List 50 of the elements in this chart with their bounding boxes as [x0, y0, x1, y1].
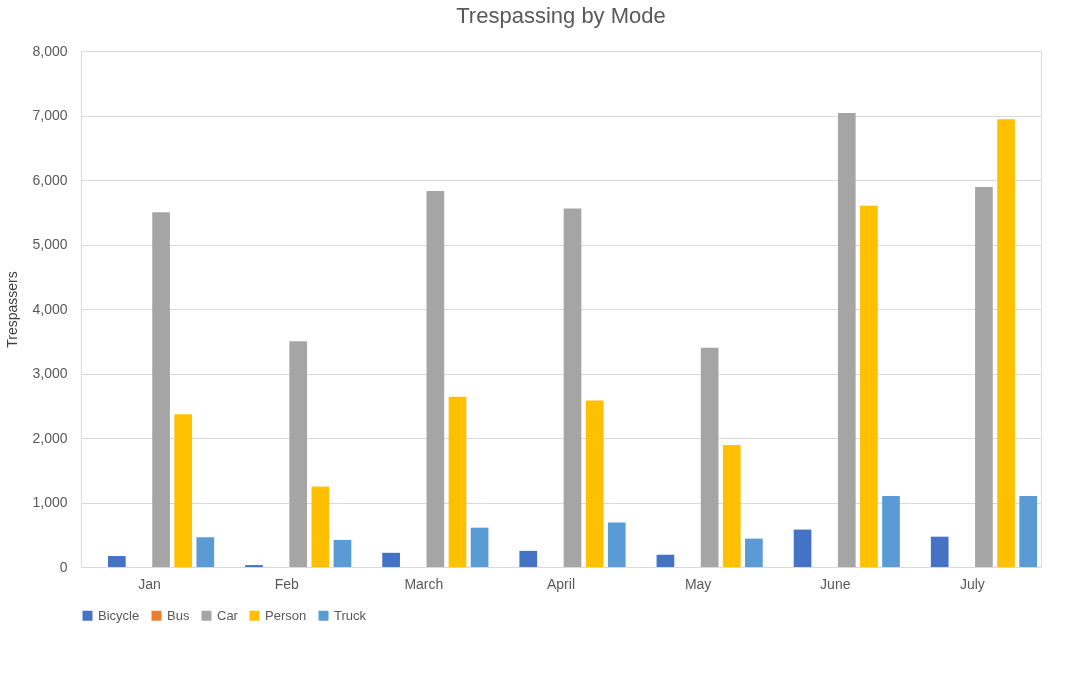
- x-tick-label: July: [959, 575, 985, 592]
- bar: [585, 400, 604, 567]
- y-tick-label: 4,000: [32, 300, 68, 317]
- bar: [333, 539, 352, 567]
- legend-label: Truck: [334, 607, 367, 623]
- y-tick-label: 6,000: [32, 171, 68, 188]
- bar: [470, 527, 489, 567]
- bar: [1019, 496, 1038, 567]
- bar: [563, 208, 582, 567]
- bar: [860, 205, 878, 567]
- bar: [152, 212, 170, 567]
- x-tick-label: May: [684, 575, 712, 592]
- bar: [930, 536, 949, 567]
- bar: [656, 554, 675, 567]
- bar: [745, 538, 763, 567]
- x-tick-label: June: [820, 575, 851, 592]
- bar: [722, 445, 741, 567]
- y-tick-label: 3,000: [32, 365, 68, 381]
- bar: [107, 556, 126, 567]
- bar: [882, 496, 900, 567]
- bar: [997, 119, 1015, 567]
- y-tick-label: 2,000: [32, 429, 68, 446]
- y-axis-title: Trespassers: [4, 271, 21, 348]
- bar: [837, 112, 856, 567]
- bar: [700, 347, 719, 567]
- y-tick-label: 0: [59, 558, 68, 575]
- y-tick-label: 7,000: [32, 107, 68, 123]
- bar: [793, 529, 812, 567]
- legend-label: Bicycle: [98, 607, 140, 623]
- bar: [289, 341, 308, 567]
- y-tick-label: 1,000: [32, 494, 68, 510]
- bar: [975, 187, 993, 567]
- bar: [196, 537, 215, 567]
- bar: [519, 550, 538, 567]
- x-tick-label: Jan: [138, 575, 161, 592]
- x-tick-label: Feb: [274, 575, 299, 592]
- bar: [382, 552, 400, 567]
- bar: [174, 414, 193, 567]
- x-tick-label: April: [546, 575, 576, 592]
- y-tick-label: 5,000: [32, 236, 68, 252]
- legend-label: Car: [217, 607, 239, 623]
- y-tick-label: 8,000: [32, 42, 68, 59]
- bar: [311, 486, 330, 567]
- x-tick-label: March: [404, 575, 444, 592]
- legend-label: Bus: [167, 607, 190, 623]
- chart-title: Trespassing by Mode: [456, 3, 666, 28]
- bar: [426, 190, 445, 567]
- legend-label: Person: [265, 607, 307, 623]
- bar: [607, 522, 626, 567]
- bar: [448, 396, 467, 567]
